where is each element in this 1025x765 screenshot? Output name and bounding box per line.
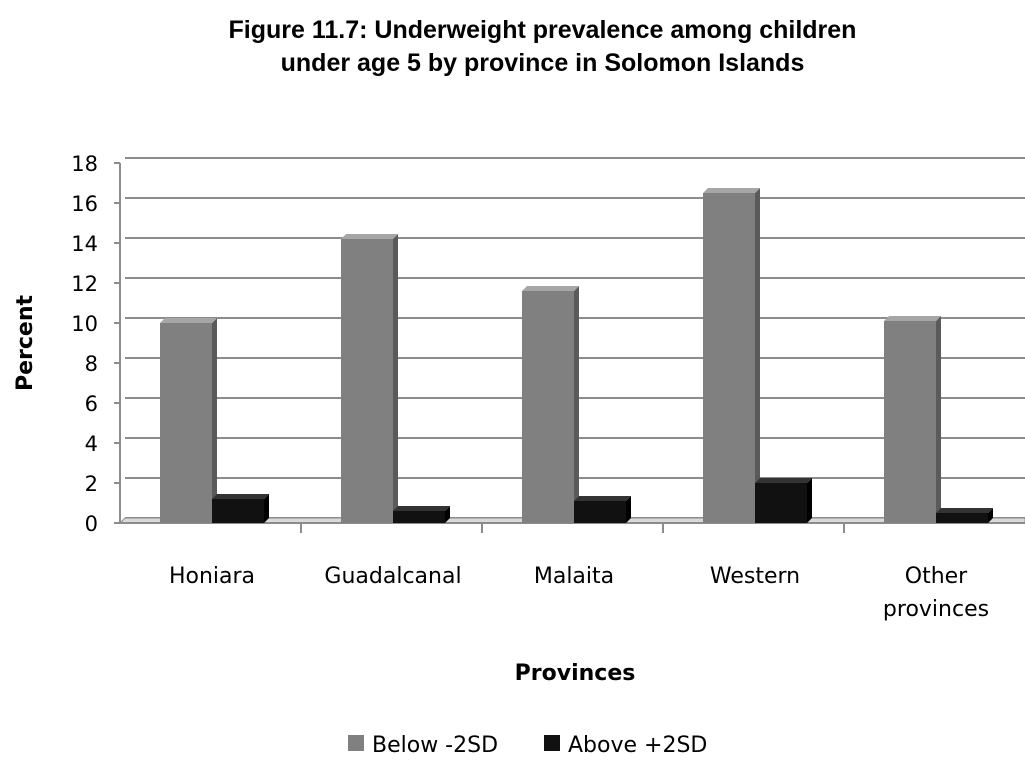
bar-1-2 bbox=[574, 501, 626, 523]
bar-top-1-4 bbox=[936, 508, 993, 513]
y-tick-label-4: 8 bbox=[85, 352, 98, 376]
bar-top-1-0 bbox=[212, 494, 269, 499]
chart-title: Figure 11.7: Underweight prevalence amon… bbox=[0, 14, 1025, 80]
bar-1-0 bbox=[212, 499, 264, 523]
y-tick-label-6: 12 bbox=[71, 272, 98, 296]
bar-1-1 bbox=[393, 511, 445, 523]
y-tick-label-8: 16 bbox=[71, 192, 98, 216]
y-tick-label-3: 6 bbox=[85, 392, 98, 416]
bar-side-1-3 bbox=[807, 478, 812, 523]
bar-0-2 bbox=[522, 291, 574, 523]
bar-side-1-1 bbox=[445, 506, 450, 523]
y-tick-label-9: 18 bbox=[71, 152, 98, 176]
x-tick-label-4-0: Other bbox=[905, 564, 968, 589]
chart-title-line-1: Figure 11.7: Underweight prevalence amon… bbox=[228, 16, 857, 44]
y-tick-label-5: 10 bbox=[71, 312, 98, 336]
chart-title-line-2: under age 5 by province in Solomon Islan… bbox=[280, 49, 805, 77]
x-tick-label-0: Honiara bbox=[169, 564, 255, 589]
bar-0-0 bbox=[160, 323, 212, 523]
x-tick-label-4-1: provinces bbox=[883, 597, 989, 622]
bar-side-0-1 bbox=[393, 234, 398, 523]
bar-side-0-0 bbox=[212, 318, 217, 523]
bar-side-1-2 bbox=[626, 496, 631, 523]
bar-top-0-0 bbox=[160, 318, 217, 323]
y-axis-title: Percent bbox=[13, 295, 38, 392]
x-tick-label-1: Guadalcanal bbox=[324, 564, 461, 589]
y-tick-label-7: 14 bbox=[71, 232, 98, 256]
legend-label-0: Below -2SD bbox=[372, 733, 498, 758]
x-axis-title: Provinces bbox=[515, 661, 636, 686]
bar-0-3 bbox=[703, 193, 755, 523]
bar-1-3 bbox=[755, 483, 807, 523]
bar-0-4 bbox=[884, 321, 936, 523]
bar-1-4 bbox=[936, 513, 988, 523]
bar-side-0-4 bbox=[936, 316, 941, 523]
bar-top-0-4 bbox=[884, 316, 941, 321]
bar-top-0-1 bbox=[341, 234, 398, 239]
y-tick-label-0: 0 bbox=[85, 512, 98, 536]
y-tick-label-2: 4 bbox=[85, 432, 98, 456]
legend-label-1: Above +2SD bbox=[568, 733, 707, 758]
bar-top-1-3 bbox=[755, 478, 812, 483]
bar-side-0-2 bbox=[574, 286, 579, 523]
x-tick-label-3: Western bbox=[710, 564, 800, 589]
y-tick-label-1: 2 bbox=[85, 472, 98, 496]
bar-top-0-3 bbox=[703, 188, 760, 193]
bar-side-1-0 bbox=[264, 494, 269, 523]
bar-0-1 bbox=[341, 239, 393, 523]
legend-swatch-0 bbox=[348, 735, 364, 751]
bar-top-1-1 bbox=[393, 506, 450, 511]
bar-side-0-3 bbox=[755, 188, 760, 523]
bar-top-1-2 bbox=[574, 496, 631, 501]
bar-top-0-2 bbox=[522, 286, 579, 291]
x-tick-label-2: Malaita bbox=[534, 564, 614, 589]
legend-swatch-1 bbox=[544, 735, 560, 751]
